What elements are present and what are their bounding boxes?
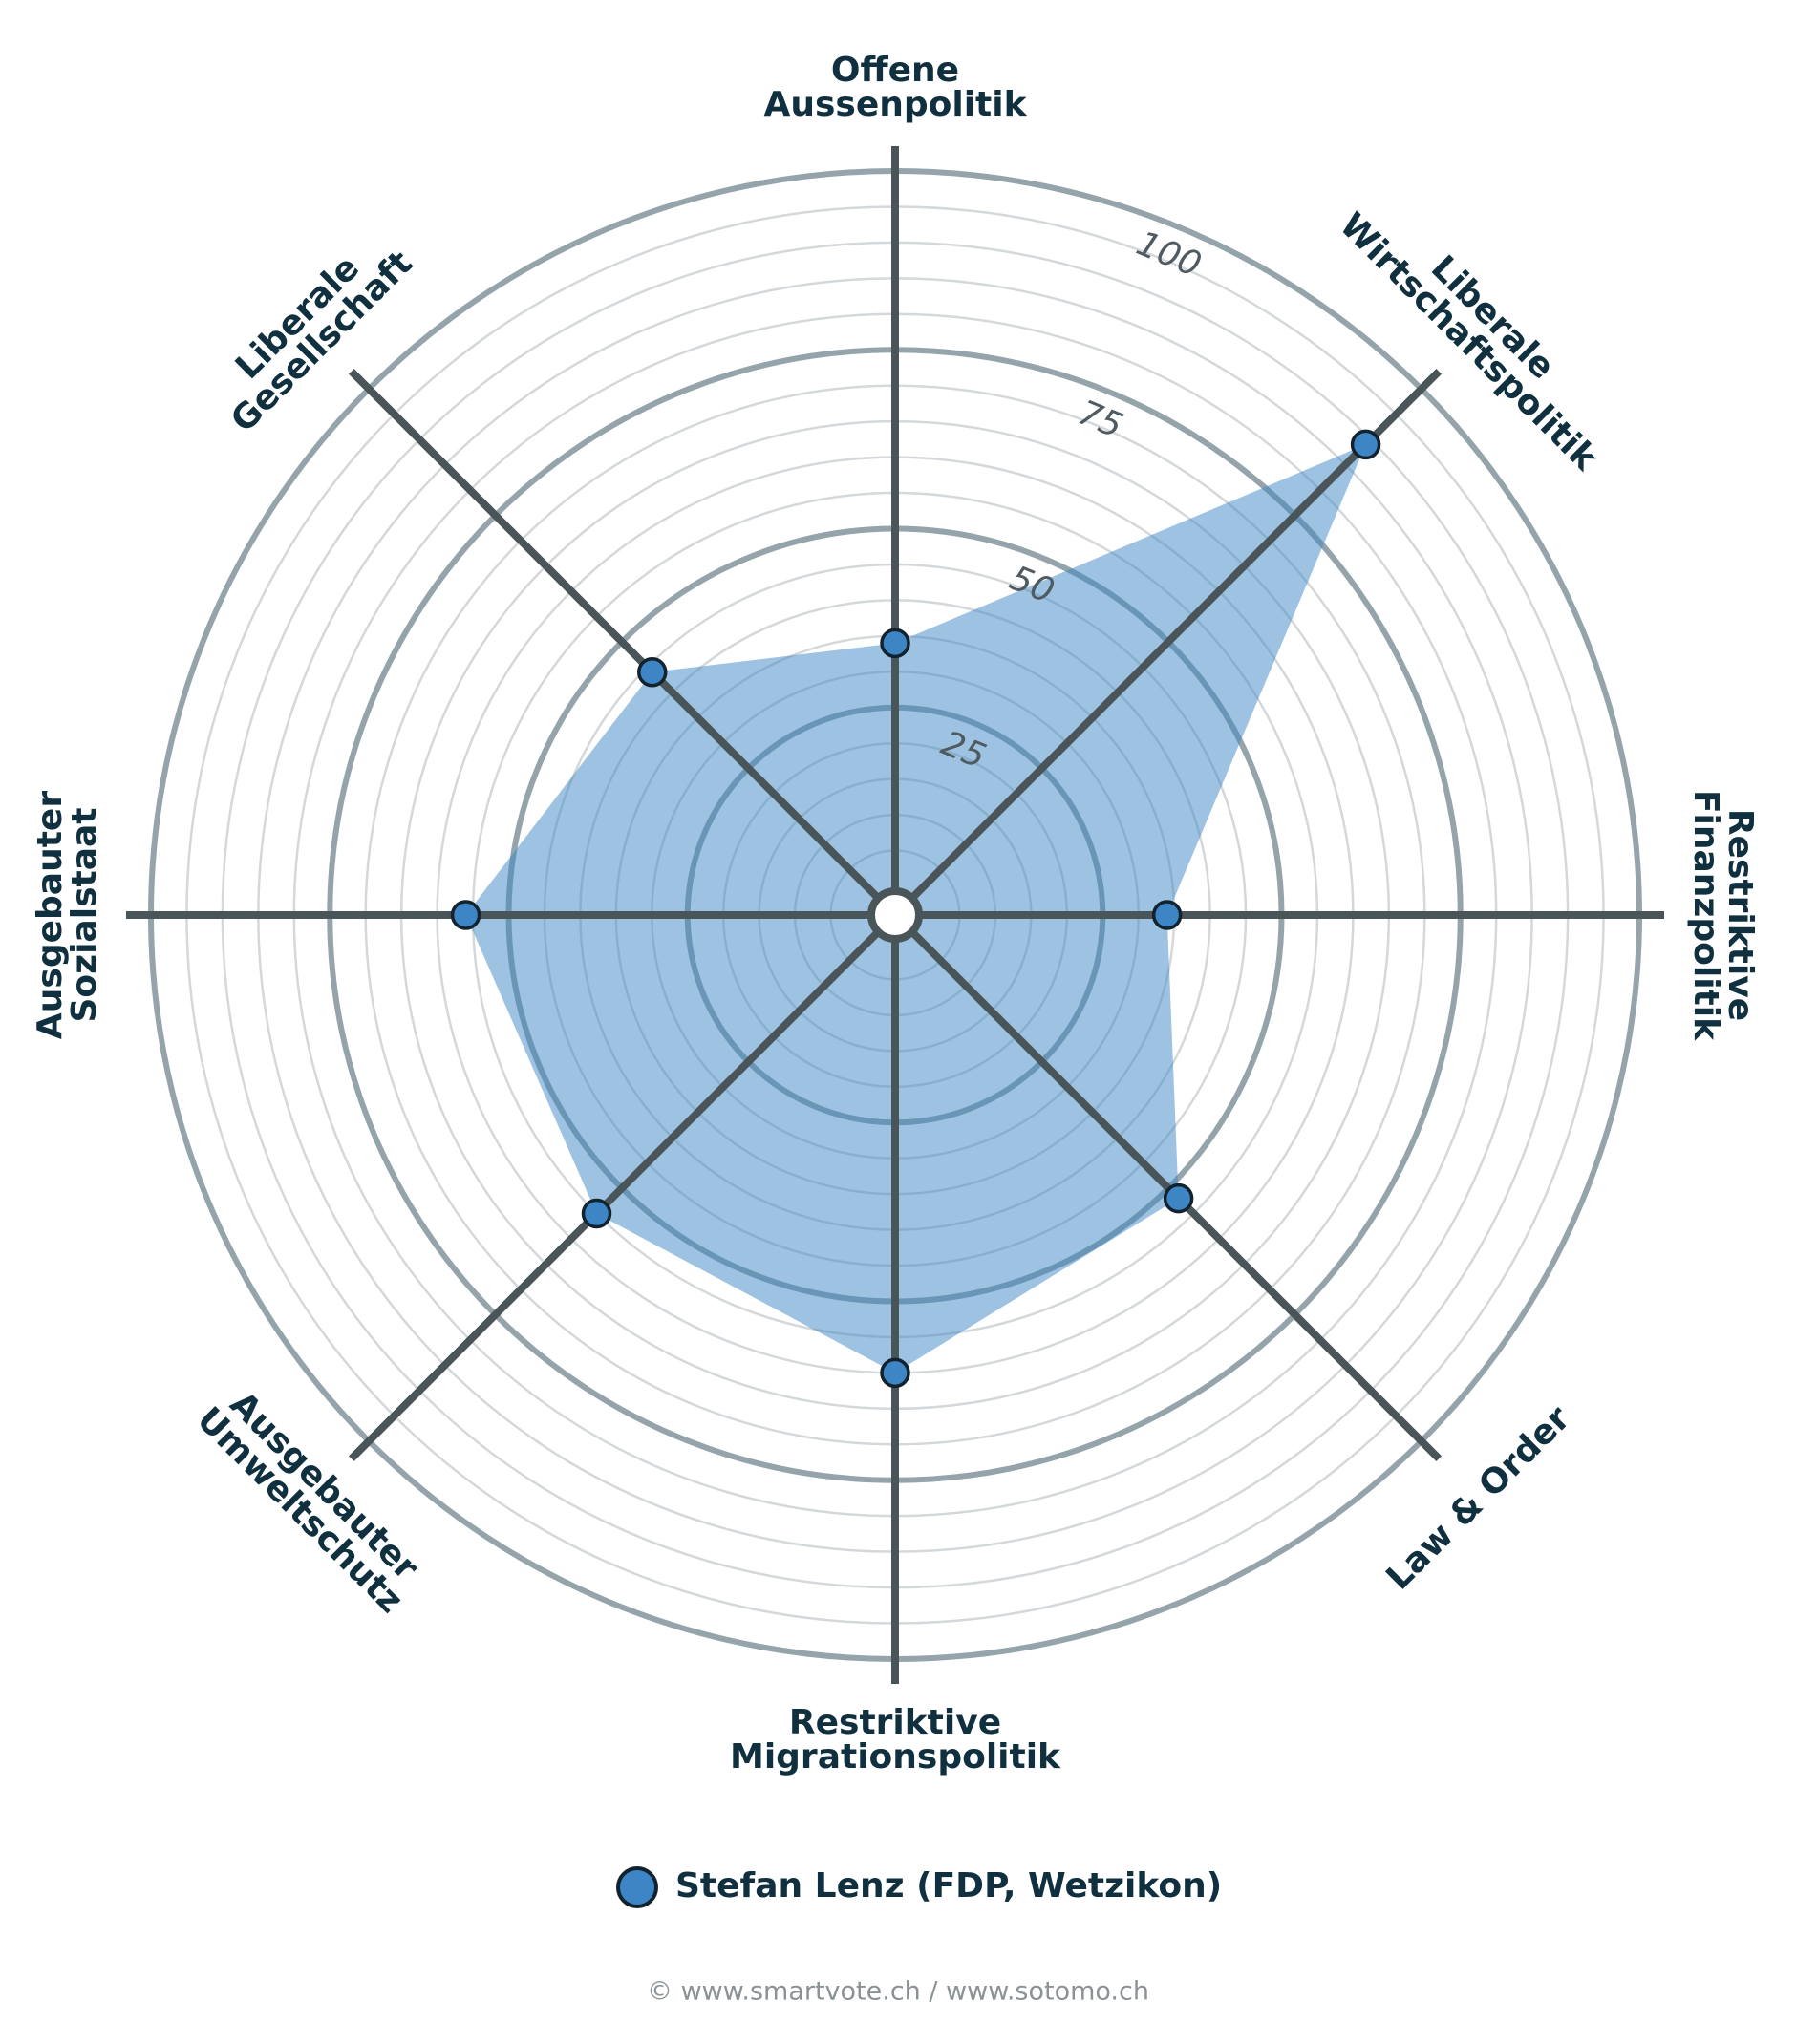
axis-line bbox=[892, 912, 1443, 1462]
axis-label-line: Migrationspolitik bbox=[730, 1737, 1061, 1777]
data-point bbox=[581, 1198, 612, 1229]
axis-label-line: Sozialstaat bbox=[65, 807, 104, 1022]
data-point bbox=[1151, 900, 1183, 930]
data-point bbox=[880, 628, 910, 659]
axis-line bbox=[348, 912, 898, 1462]
legend-text: Stefan Lenz (FDP, Wetzikon) bbox=[675, 1866, 1222, 1906]
axis-line bbox=[892, 368, 1443, 918]
footer: © www.smartvote.ch / www.sotomo.ch bbox=[647, 1977, 1149, 2007]
axis-label-line: Restriktive bbox=[789, 1703, 1001, 1742]
axis-line bbox=[348, 368, 898, 918]
axis-label: Restriktive Migrationspolitik bbox=[730, 1703, 1061, 1777]
legend-marker bbox=[616, 1866, 658, 1908]
axis-label-line: Aussenpolitik bbox=[763, 85, 1027, 124]
data-point bbox=[450, 900, 481, 930]
center-hole bbox=[867, 887, 923, 943]
axis-label-line: Finanzpolitik bbox=[1686, 790, 1725, 1041]
axis-label: Offene Aussenpolitik bbox=[763, 51, 1027, 124]
axis-label-line: Restriktive bbox=[1721, 809, 1760, 1021]
axis-label: AusgebauterSozialstaat bbox=[31, 791, 104, 1039]
data-point bbox=[1163, 1182, 1194, 1214]
data-point bbox=[880, 1357, 910, 1389]
axis-label: RestriktiveFinanzpolitik bbox=[1686, 790, 1760, 1041]
ring-label: 75 bbox=[1073, 394, 1128, 446]
plot-area bbox=[126, 146, 1664, 1684]
data-point bbox=[637, 657, 668, 688]
axis-label-line: Offene bbox=[831, 51, 959, 90]
data-point bbox=[1350, 429, 1381, 460]
axis-label-line: Ausgebauter bbox=[31, 791, 70, 1039]
